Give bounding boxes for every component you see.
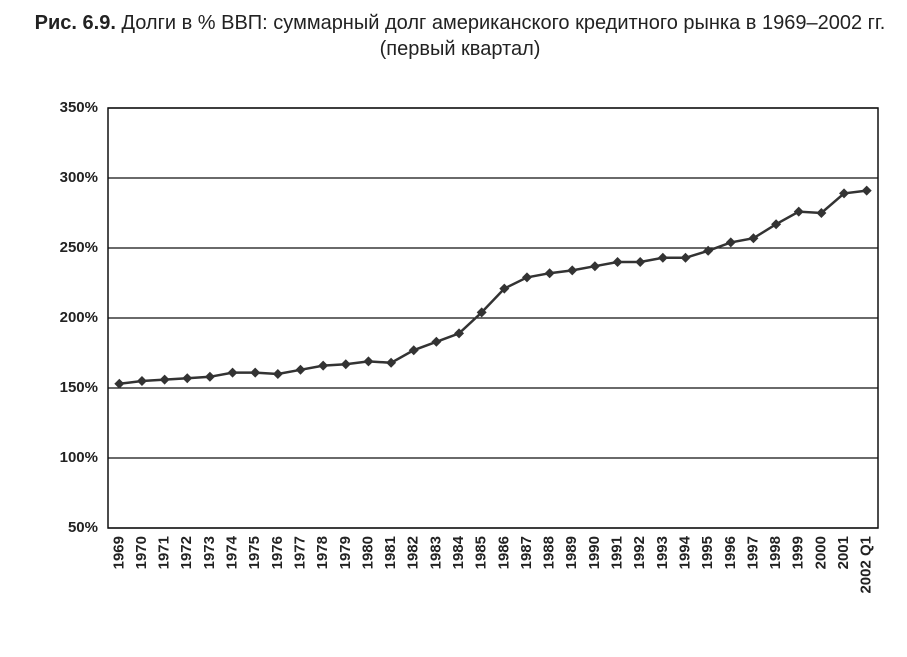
data-point [386,357,397,368]
data-line [119,189,867,386]
x-tick-label: 2001 [835,536,852,569]
data-point [793,206,804,217]
x-tick-label: 1992 [631,536,648,569]
y-tick-label: 100% [60,449,98,466]
x-tick-label: 1996 [722,536,739,569]
data-point [408,345,419,356]
data-point [136,376,147,386]
data-point [476,307,487,318]
data-point [318,360,329,371]
y-tick-label: 250% [60,239,98,256]
x-tick-label: 1977 [291,536,308,569]
y-tick-label: 200% [60,309,98,326]
data-point [680,252,691,263]
x-tick-label: 1970 [133,536,150,569]
data-point [295,364,306,375]
x-tick-label: 1975 [246,536,263,569]
x-tick-label: 1982 [405,536,422,569]
x-tick-label: 1980 [359,536,376,569]
x-tick-label: 1985 [473,536,490,569]
figure-label: Рис. 6.9. [34,12,116,34]
data-point [272,369,283,379]
x-tick-label: 1974 [224,535,241,569]
x-tick-label: 1993 [654,536,671,569]
data-point [771,219,782,230]
data-point [816,208,827,218]
chart-title: Рис. 6.9. Долги в % ВВП: суммарный долг … [20,10,900,62]
x-tick-label: 1991 [609,536,626,569]
data-point [748,233,759,244]
data-point [182,373,193,384]
data-point [227,367,238,378]
data-point [861,185,872,196]
x-tick-label: 2000 [812,536,829,569]
data-point [250,367,261,378]
x-tick-label: 1987 [518,536,535,569]
data-point [544,268,555,279]
data-point [454,328,465,339]
data-point [635,257,646,267]
x-tick-label: 1988 [541,536,558,569]
x-tick-label: 1989 [563,536,580,569]
data-point [499,283,510,294]
x-tick-label: 1973 [201,536,218,569]
x-tick-label: 1978 [314,536,331,569]
data-point [839,188,850,199]
x-tick-label: 1995 [699,536,716,569]
x-tick-label: 1972 [178,536,195,569]
data-point [521,272,532,283]
data-point [589,261,600,272]
y-tick-label: 150% [60,379,98,396]
plot-border [107,107,879,529]
x-tick-label: 1998 [767,536,784,569]
data-point [657,252,668,263]
x-tick-label: 2002 Q1 [858,536,875,594]
data-point [340,359,351,370]
x-tick-label: 1983 [427,536,444,569]
y-tick-label: 350% [60,99,98,116]
x-tick-label: 1994 [676,535,693,569]
data-point [159,374,170,385]
x-tick-label: 1984 [450,535,467,569]
x-tick-label: 1990 [586,536,603,569]
data-point [725,237,736,248]
x-tick-label: 1997 [744,536,761,569]
x-tick-label: 1981 [382,536,399,569]
x-tick-label: 1986 [495,536,512,569]
data-point [703,245,714,256]
data-point [567,265,578,276]
y-tick-label: 300% [60,169,98,186]
title-text: Долги в % ВВП: суммарный долг американск… [121,12,886,60]
data-point [363,356,374,367]
x-tick-label: 1969 [110,536,127,569]
data-point [204,371,215,382]
x-tick-label: 1979 [337,536,354,569]
data-point [114,378,125,389]
data-point [612,257,623,267]
x-tick-label: 1999 [790,536,807,569]
y-tick-label: 50% [68,519,98,536]
data-point [431,336,442,347]
x-tick-label: 1976 [269,536,286,569]
x-tick-label: 1971 [156,536,173,569]
